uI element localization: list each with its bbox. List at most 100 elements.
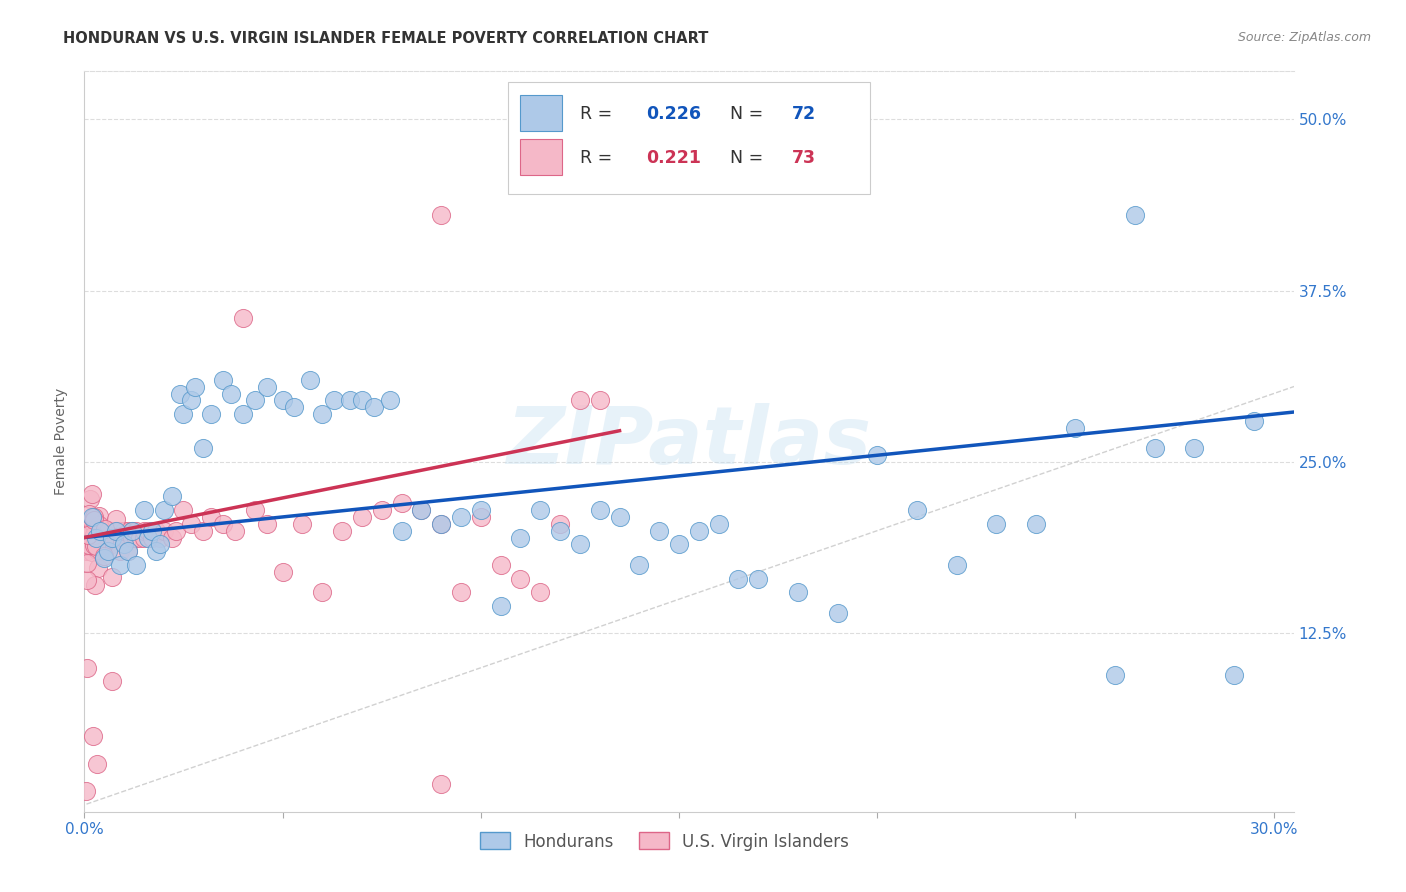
- Hondurans: [1025, 516, 1047, 531]
- Hondurans: [101, 531, 124, 545]
- U.S. Virgin Islanders: [391, 496, 413, 510]
- U.S. Virgin Islanders: [75, 531, 97, 545]
- U.S. Virgin Islanders: [87, 531, 110, 545]
- U.S. Virgin Islanders: [93, 534, 115, 549]
- FancyBboxPatch shape: [520, 95, 562, 130]
- Hondurans: [112, 537, 135, 551]
- Hondurans: [688, 524, 710, 538]
- U.S. Virgin Islanders: [125, 524, 148, 538]
- Hondurans: [727, 572, 749, 586]
- Hondurans: [193, 442, 215, 456]
- U.S. Virgin Islanders: [141, 531, 163, 545]
- U.S. Virgin Islanders: [101, 674, 124, 689]
- U.S. Virgin Islanders: [411, 503, 433, 517]
- Hondurans: [1104, 667, 1126, 681]
- U.S. Virgin Islanders: [83, 510, 105, 524]
- Text: ZIPatlas: ZIPatlas: [506, 402, 872, 481]
- U.S. Virgin Islanders: [83, 578, 105, 592]
- Hondurans: [125, 558, 148, 572]
- U.S. Virgin Islanders: [82, 544, 104, 558]
- U.S. Virgin Islanders: [83, 516, 105, 531]
- U.S. Virgin Islanders: [73, 539, 96, 553]
- Hondurans: [117, 544, 139, 558]
- U.S. Virgin Islanders: [89, 524, 111, 538]
- U.S. Virgin Islanders: [145, 524, 167, 538]
- U.S. Virgin Islanders: [105, 511, 128, 525]
- U.S. Virgin Islanders: [589, 393, 612, 408]
- U.S. Virgin Islanders: [160, 531, 183, 545]
- U.S. Virgin Islanders: [77, 508, 100, 522]
- Hondurans: [350, 393, 373, 408]
- Hondurans: [97, 544, 120, 558]
- Hondurans: [411, 503, 433, 517]
- U.S. Virgin Islanders: [76, 556, 98, 570]
- Hondurans: [489, 599, 512, 613]
- U.S. Virgin Islanders: [125, 531, 148, 545]
- U.S. Virgin Islanders: [76, 544, 98, 558]
- Legend: Hondurans, U.S. Virgin Islanders: Hondurans, U.S. Virgin Islanders: [472, 824, 858, 859]
- U.S. Virgin Islanders: [86, 756, 108, 771]
- U.S. Virgin Islanders: [200, 510, 222, 524]
- U.S. Virgin Islanders: [430, 777, 453, 791]
- Hondurans: [866, 448, 889, 462]
- Hondurans: [93, 551, 115, 566]
- U.S. Virgin Islanders: [430, 516, 453, 531]
- U.S. Virgin Islanders: [77, 531, 100, 545]
- U.S. Virgin Islanders: [83, 538, 105, 552]
- U.S. Virgin Islanders: [132, 524, 155, 538]
- U.S. Virgin Islanders: [117, 544, 139, 558]
- Hondurans: [219, 386, 242, 401]
- Hondurans: [609, 510, 631, 524]
- U.S. Virgin Islanders: [94, 522, 117, 536]
- Hondurans: [200, 407, 222, 421]
- U.S. Virgin Islanders: [212, 516, 235, 531]
- Hondurans: [172, 407, 194, 421]
- U.S. Virgin Islanders: [108, 524, 131, 538]
- Text: N =: N =: [720, 149, 769, 167]
- Hondurans: [628, 558, 651, 572]
- U.S. Virgin Islanders: [132, 531, 155, 545]
- Hondurans: [668, 537, 690, 551]
- U.S. Virgin Islanders: [91, 531, 114, 545]
- Hondurans: [108, 558, 131, 572]
- U.S. Virgin Islanders: [548, 516, 571, 531]
- Text: 72: 72: [792, 104, 815, 122]
- Text: 0.221: 0.221: [647, 149, 702, 167]
- U.S. Virgin Islanders: [87, 561, 110, 575]
- U.S. Virgin Islanders: [149, 531, 172, 545]
- U.S. Virgin Islanders: [112, 531, 135, 545]
- U.S. Virgin Islanders: [79, 491, 101, 506]
- U.S. Virgin Islanders: [117, 524, 139, 538]
- Hondurans: [378, 393, 401, 408]
- Hondurans: [905, 503, 928, 517]
- U.S. Virgin Islanders: [291, 516, 314, 531]
- Hondurans: [212, 373, 235, 387]
- Hondurans: [299, 373, 322, 387]
- Hondurans: [180, 393, 202, 408]
- Hondurans: [149, 537, 172, 551]
- U.S. Virgin Islanders: [76, 528, 98, 542]
- Text: R =: R =: [581, 104, 617, 122]
- U.S. Virgin Islanders: [83, 513, 105, 527]
- U.S. Virgin Islanders: [450, 585, 472, 599]
- U.S. Virgin Islanders: [93, 524, 115, 538]
- U.S. Virgin Islanders: [243, 503, 266, 517]
- U.S. Virgin Islanders: [87, 517, 110, 532]
- Hondurans: [243, 393, 266, 408]
- Hondurans: [160, 489, 183, 503]
- Hondurans: [363, 401, 385, 415]
- Text: HONDURAN VS U.S. VIRGIN ISLANDER FEMALE POVERTY CORRELATION CHART: HONDURAN VS U.S. VIRGIN ISLANDER FEMALE …: [63, 31, 709, 46]
- U.S. Virgin Islanders: [79, 538, 101, 552]
- U.S. Virgin Islanders: [80, 487, 103, 501]
- Hondurans: [450, 510, 472, 524]
- Hondurans: [827, 606, 849, 620]
- Hondurans: [391, 524, 413, 538]
- U.S. Virgin Islanders: [193, 524, 215, 538]
- U.S. Virgin Islanders: [77, 516, 100, 531]
- U.S. Virgin Islanders: [84, 539, 107, 553]
- U.S. Virgin Islanders: [311, 585, 333, 599]
- Hondurans: [1064, 421, 1087, 435]
- Hondurans: [945, 558, 967, 572]
- U.S. Virgin Islanders: [82, 524, 104, 538]
- U.S. Virgin Islanders: [121, 524, 143, 538]
